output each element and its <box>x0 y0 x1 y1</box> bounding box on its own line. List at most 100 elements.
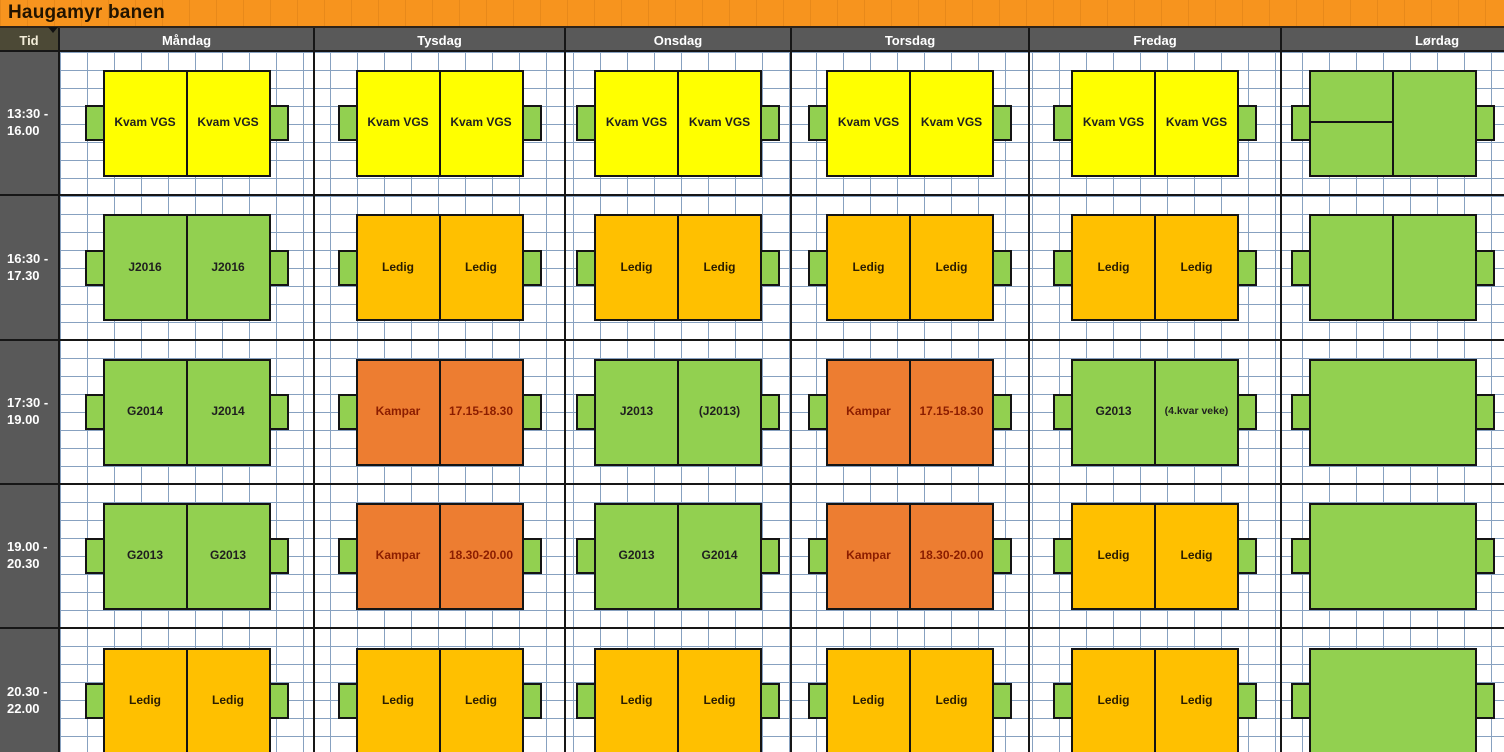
pitch-group: Ledig Ledig <box>1053 647 1257 752</box>
goal-marker <box>337 538 358 574</box>
time-end: 16.00 <box>7 123 40 138</box>
schedule-block[interactable]: Ledig <box>1071 502 1156 610</box>
schedule-block[interactable]: J2016 <box>185 214 271 321</box>
schedule-block[interactable] <box>1309 502 1477 610</box>
schedule-block[interactable]: J2016 <box>102 214 188 321</box>
schedule-block[interactable]: J2013 <box>594 358 679 466</box>
goal-marker <box>1053 538 1073 574</box>
schedule-block[interactable]: Ledig <box>355 647 441 752</box>
cell-mandag-row4: G2013 G2013 <box>60 485 313 627</box>
cell-lordag-row3 <box>1282 341 1504 483</box>
pitch-group: Kampar 18.30-20.00 <box>337 502 542 610</box>
pitch-group <box>1291 214 1495 321</box>
schedule-block[interactable]: Ledig <box>1154 647 1239 752</box>
schedule-block[interactable]: Ledig <box>677 647 762 752</box>
pitch-group: G2013 G2013 <box>84 502 289 610</box>
schedule-block[interactable]: Ledig <box>826 214 911 321</box>
schedule-block[interactable]: Ledig <box>1154 214 1239 321</box>
schedule-block[interactable]: Ledig <box>438 214 524 321</box>
schedule-block[interactable] <box>1309 647 1477 752</box>
schedule-block[interactable]: Kvam VGS <box>355 69 441 177</box>
schedule-block[interactable] <box>1309 214 1394 321</box>
goal-marker <box>1475 105 1495 141</box>
schedule-block[interactable]: G2014 <box>677 502 762 610</box>
goal-marker <box>576 394 596 430</box>
goal-marker <box>1237 105 1257 141</box>
schedule-block[interactable]: G2014 <box>102 358 188 466</box>
pitch-group: Kvam VGS Kvam VGS <box>576 69 780 177</box>
schedule-block[interactable] <box>1309 69 1394 177</box>
pitch-group: Kvam VGS Kvam VGS <box>84 69 289 177</box>
schedule-block[interactable]: G2013 <box>102 502 188 610</box>
schedule-block[interactable]: Ledig <box>594 647 679 752</box>
schedule-block[interactable]: G2013 <box>594 502 679 610</box>
goal-marker <box>808 105 828 141</box>
cell-fredag-row4: Ledig Ledig <box>1030 485 1280 627</box>
schedule-block[interactable]: Kampar <box>355 502 441 610</box>
schedule-block[interactable]: 17.15-18.30 <box>909 358 994 466</box>
schedule-block[interactable] <box>1392 214 1477 321</box>
schedule-block[interactable]: Kvam VGS <box>438 69 524 177</box>
schedule-block[interactable]: Kvam VGS <box>594 69 679 177</box>
goal-marker <box>84 249 105 286</box>
filter-arrow-icon <box>48 27 58 33</box>
pitch-group: G2013 G2014 <box>576 502 780 610</box>
cell-onsdag-row5: Ledig Ledig <box>566 629 790 752</box>
schedule-block[interactable]: Kvam VGS <box>1071 69 1156 177</box>
schedule-block-half[interactable] <box>1311 123 1392 175</box>
schedule-block[interactable]: 18.30-20.00 <box>438 502 524 610</box>
schedule-block[interactable]: Ledig <box>1071 647 1156 752</box>
time-end: 20.30 <box>7 556 40 571</box>
schedule-block[interactable]: Ledig <box>355 214 441 321</box>
pitch-group <box>1291 358 1495 466</box>
pitch-group: Kvam VGS Kvam VGS <box>337 69 542 177</box>
schedule-block[interactable]: Kvam VGS <box>677 69 762 177</box>
schedule-block[interactable]: Kvam VGS <box>826 69 911 177</box>
goal-marker <box>808 683 828 719</box>
goal-marker <box>521 105 542 141</box>
schedule-block[interactable]: Ledig <box>909 647 994 752</box>
cell-mandag-row3: G2014 J2014 <box>60 341 313 483</box>
schedule-block[interactable]: Kvam VGS <box>102 69 188 177</box>
schedule-block[interactable]: Ledig <box>1071 214 1156 321</box>
schedule-block[interactable]: (4.kvar veke) <box>1154 358 1239 466</box>
schedule-block[interactable]: 17.15-18.30 <box>438 358 524 466</box>
schedule-block[interactable]: Ledig <box>677 214 762 321</box>
schedule-block[interactable]: Kampar <box>355 358 441 466</box>
schedule-block[interactable]: Kampar <box>826 502 911 610</box>
schedule-block[interactable]: Kvam VGS <box>185 69 271 177</box>
goal-marker <box>1053 683 1073 719</box>
schedule-block[interactable]: Kampar <box>826 358 911 466</box>
schedule-block[interactable]: Ledig <box>826 647 911 752</box>
schedule-block[interactable]: Kvam VGS <box>1154 69 1239 177</box>
schedule-block[interactable]: Ledig <box>185 647 271 752</box>
schedule-block[interactable]: G2013 <box>185 502 271 610</box>
schedule-block-half[interactable] <box>1311 72 1392 123</box>
schedule-block[interactable]: Ledig <box>438 647 524 752</box>
day-header-fredag: Fredag <box>1133 32 1177 48</box>
cell-fredag-row3: G2013 (4.kvar veke) <box>1030 341 1280 483</box>
pitch-group: Ledig Ledig <box>808 647 1012 752</box>
goal-marker <box>808 538 828 574</box>
day-header-tysdag: Tysdag <box>417 32 462 48</box>
schedule-block[interactable]: Ledig <box>909 214 994 321</box>
cell-fredag-row1: Kvam VGS Kvam VGS <box>1030 52 1280 194</box>
column-separator <box>313 28 315 752</box>
time-slot-label: 17:30 - 19.00 <box>0 341 58 483</box>
schedule-block[interactable]: J2014 <box>185 358 271 466</box>
goal-marker <box>1291 538 1311 574</box>
schedule-block[interactable]: Ledig <box>102 647 188 752</box>
schedule-block[interactable]: 18.30-20.00 <box>909 502 994 610</box>
pitch-group: Ledig Ledig <box>576 647 780 752</box>
schedule-block[interactable] <box>1309 358 1477 466</box>
pitch-group <box>1291 502 1495 610</box>
pitch-group: Kampar 17.15-18.30 <box>808 358 1012 466</box>
schedule-block[interactable]: (J2013) <box>677 358 762 466</box>
time-start: 19.00 - <box>7 539 48 555</box>
schedule-block[interactable] <box>1392 69 1477 177</box>
schedule-block[interactable]: G2013 <box>1071 358 1156 466</box>
schedule-block[interactable]: Ledig <box>1154 502 1239 610</box>
schedule-block[interactable]: Ledig <box>594 214 679 321</box>
goal-marker <box>1475 249 1495 286</box>
schedule-block[interactable]: Kvam VGS <box>909 69 994 177</box>
